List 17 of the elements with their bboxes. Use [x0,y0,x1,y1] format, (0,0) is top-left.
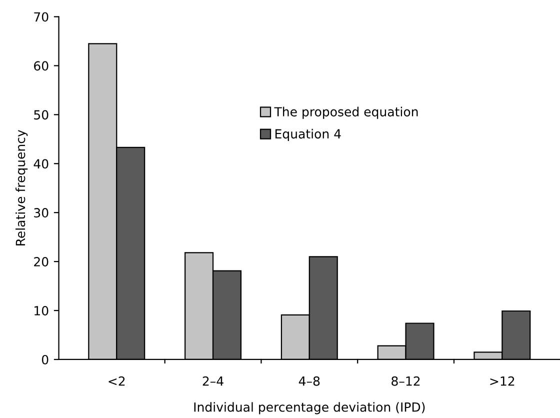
y-tick-label: 20 [34,257,48,266]
y-tick-label: 70 [34,12,48,22]
y-tick-label: 60 [34,61,48,71]
x-tick-label: <2 [108,376,125,386]
x-tick-label: >12 [490,376,514,386]
legend-label: The proposed equation [274,106,418,119]
legend-label: Equation 4 [275,128,341,141]
x-tick-label: 2–4 [202,376,224,386]
x-tick-label: 4–8 [298,376,320,386]
x-axis-title: Individual percentage deviation (IPD) [194,402,425,414]
y-tick-label: 10 [34,306,48,316]
y-tick-label: 0 [42,354,48,364]
y-tick-label: 30 [34,208,48,218]
y-axis-title: Relative frequency [16,130,28,246]
x-tick-label: 8–12 [392,376,420,386]
y-tick-label: 40 [34,159,48,169]
y-tick-label: 50 [34,110,48,120]
